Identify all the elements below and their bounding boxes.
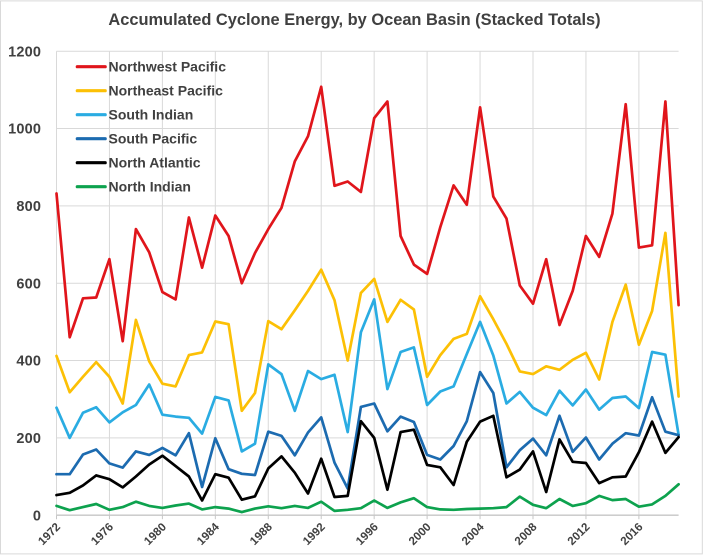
svg-text:Northeast Pacific: Northeast Pacific xyxy=(109,83,224,99)
svg-text:Accumulated Cyclone Energy, by: Accumulated Cyclone Energy, by Ocean Bas… xyxy=(108,11,600,29)
svg-text:South Indian: South Indian xyxy=(109,107,194,123)
svg-text:800: 800 xyxy=(16,199,41,215)
svg-text:1200: 1200 xyxy=(8,44,41,60)
svg-text:South Pacific: South Pacific xyxy=(109,131,198,147)
svg-text:600: 600 xyxy=(16,276,41,292)
svg-text:0: 0 xyxy=(33,508,41,524)
svg-text:North Atlantic: North Atlantic xyxy=(109,155,201,171)
svg-text:400: 400 xyxy=(16,354,41,370)
svg-text:North Indian: North Indian xyxy=(109,179,191,195)
svg-text:1000: 1000 xyxy=(8,122,41,138)
svg-text:200: 200 xyxy=(16,431,41,447)
svg-text:Northwest Pacific: Northwest Pacific xyxy=(109,59,227,75)
